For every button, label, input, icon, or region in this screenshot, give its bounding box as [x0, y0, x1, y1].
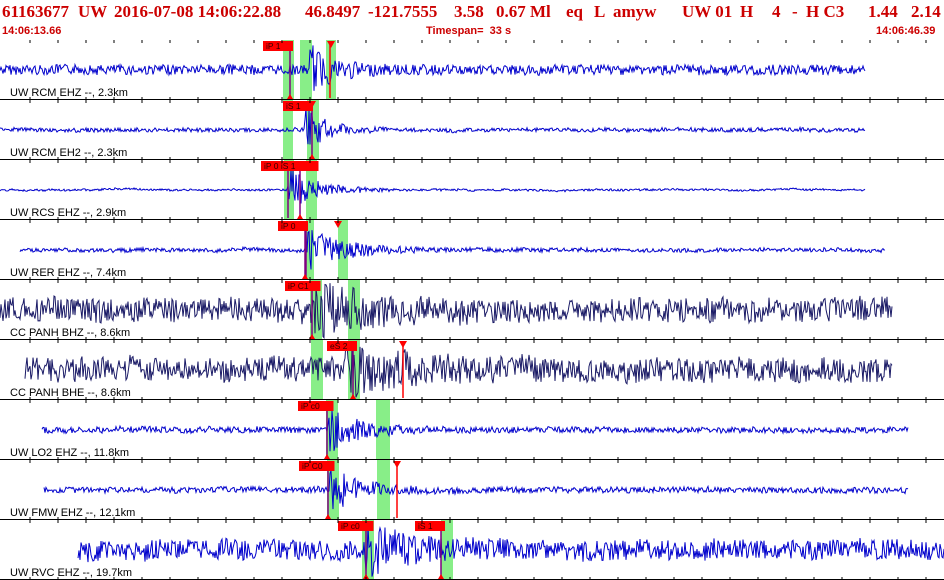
waveform-trace	[0, 45, 866, 91]
network-code: UW	[78, 2, 108, 21]
event-type: eq	[566, 2, 583, 21]
header-value-1: 1.44	[868, 2, 898, 21]
channel-row[interactable]: iP 0 UW RER EHZ --, 7.4km	[0, 220, 944, 280]
channel-label: UW LO2 EHZ --, 11.8km	[10, 447, 129, 459]
pick-label: iP 0 iS 1	[264, 161, 296, 171]
channel-row[interactable]: iP 1 UW RCM EHZ --, 2.3km	[0, 40, 944, 100]
phase-window	[362, 520, 374, 580]
phase-window	[441, 520, 453, 580]
phase-window	[284, 160, 294, 220]
depth: 3.58	[454, 2, 484, 21]
source-id: amyw	[613, 2, 657, 21]
pick-label: iP C1	[288, 281, 309, 291]
pick-triangle-down	[399, 341, 407, 348]
channel-row[interactable]: iP c0 iS 1 UW RVC EHZ --, 19.7km	[0, 520, 944, 580]
waveform-trace	[0, 283, 893, 339]
pick-label: iP C0	[302, 461, 323, 471]
pick-triangle-up	[297, 214, 303, 219]
longitude: -121.7555	[368, 2, 438, 21]
latitude: 46.8497	[305, 2, 361, 21]
pick-triangle-up	[287, 94, 293, 99]
phase-window	[307, 100, 319, 160]
header-dash: -	[792, 2, 798, 21]
pick-flag[interactable]	[278, 221, 308, 231]
channel-row[interactable]: iP C0 UW FMW EHZ --, 12.1km	[0, 460, 944, 520]
pick-flag[interactable]	[261, 161, 319, 171]
channel-label: UW RCM EH2 --, 2.3km	[10, 147, 127, 159]
pick-flag[interactable]	[285, 281, 321, 291]
pick-flag[interactable]	[263, 41, 293, 51]
channel-row[interactable]: iP C1 CC PANH BHZ --, 8.6km	[0, 280, 944, 340]
pick-flag[interactable]	[299, 461, 335, 471]
time-bar: 14:06:13.66 Timespan= 33 s 14:06:46.39	[0, 24, 944, 40]
pick-triangle-down	[327, 41, 335, 48]
waveform-trace	[43, 470, 909, 510]
origin-time: 2016-07-08 14:06:22.88	[114, 2, 282, 21]
pick-label: iS 1	[418, 521, 433, 531]
pick-triangle-up	[324, 454, 330, 459]
pick-label: iP 0	[281, 221, 296, 231]
pick-flag[interactable]	[327, 341, 357, 351]
event-header: 61163677 UW 2016-07-08 14:06:22.88 46.84…	[0, 0, 944, 24]
pick-label: iP 1	[266, 41, 281, 51]
pick-label: iS 1	[286, 101, 301, 111]
channel-label: UW RER EHZ --, 7.4km	[10, 267, 126, 279]
pick-triangle-up	[350, 394, 356, 399]
pick-label: eS 2	[330, 341, 348, 351]
magnitude: 0.67 Ml	[496, 2, 551, 21]
waveform-trace	[0, 107, 866, 145]
phase-window	[326, 40, 336, 100]
pick-triangle-down	[393, 461, 401, 468]
channel-label: CC PANH BHE --, 8.6km	[10, 387, 131, 399]
header-value-2: 2.14	[911, 2, 941, 21]
channel-row[interactable]: eS 2 CC PANH BHE --, 8.6km	[0, 340, 944, 400]
waveform-trace	[41, 410, 909, 452]
pick-triangle-down	[334, 221, 342, 228]
end-time: 14:06:46.39	[876, 25, 936, 37]
pick-flag[interactable]	[415, 521, 445, 531]
pick-label: iP c0	[301, 401, 320, 411]
phase-window	[283, 40, 294, 100]
pick-triangle-up	[438, 574, 444, 579]
geo-type: H	[740, 2, 754, 21]
channel-label: CC PANH BHZ --, 8.6km	[10, 327, 130, 339]
waveform-trace	[77, 525, 944, 577]
channel-label: UW FMW EHZ --, 12.1km	[10, 507, 135, 519]
pick-flag[interactable]	[298, 401, 334, 411]
pick-flag[interactable]	[338, 521, 374, 531]
pick-label: iP c0	[341, 521, 360, 531]
channel-label: UW RCM EHZ --, 2.3km	[10, 87, 128, 99]
channel-row[interactable]: iP c0 UW LO2 EHZ --, 11.8km	[0, 400, 944, 460]
waveform-trace	[19, 230, 886, 270]
pick-triangle-up	[363, 574, 369, 579]
start-time: 14:06:13.66	[2, 25, 62, 37]
pick-triangle-up	[325, 514, 331, 519]
network-sub: UW 01	[682, 2, 733, 21]
channel-row[interactable]: iS 1 UW RCM EH2 --, 2.3km	[0, 100, 944, 160]
waveform-panel[interactable]: iP 1 UW RCM EHZ --, 2.3km iS 1 UW RCM EH2 -…	[0, 40, 944, 580]
phase-count: 4	[772, 2, 781, 21]
channel-label: UW RVC EHZ --, 19.7km	[10, 567, 132, 579]
waveform-trace	[0, 169, 866, 204]
pick-triangle-up	[302, 274, 308, 279]
phase-window	[377, 460, 390, 520]
channel-row[interactable]: iP 0 iS 1 UW RCS EHZ --, 2.9km	[0, 160, 944, 220]
pick-triangle-down	[324, 401, 332, 408]
timespan-label: Timespan= 33 s	[426, 25, 512, 37]
quality-code: H C3	[806, 2, 845, 21]
channel-label: UW RCS EHZ --, 2.9km	[10, 207, 126, 219]
event-id: 61163677	[2, 2, 70, 21]
pick-flag[interactable]	[283, 101, 313, 111]
waveform-trace	[24, 341, 893, 398]
location-flag: L	[594, 2, 606, 21]
